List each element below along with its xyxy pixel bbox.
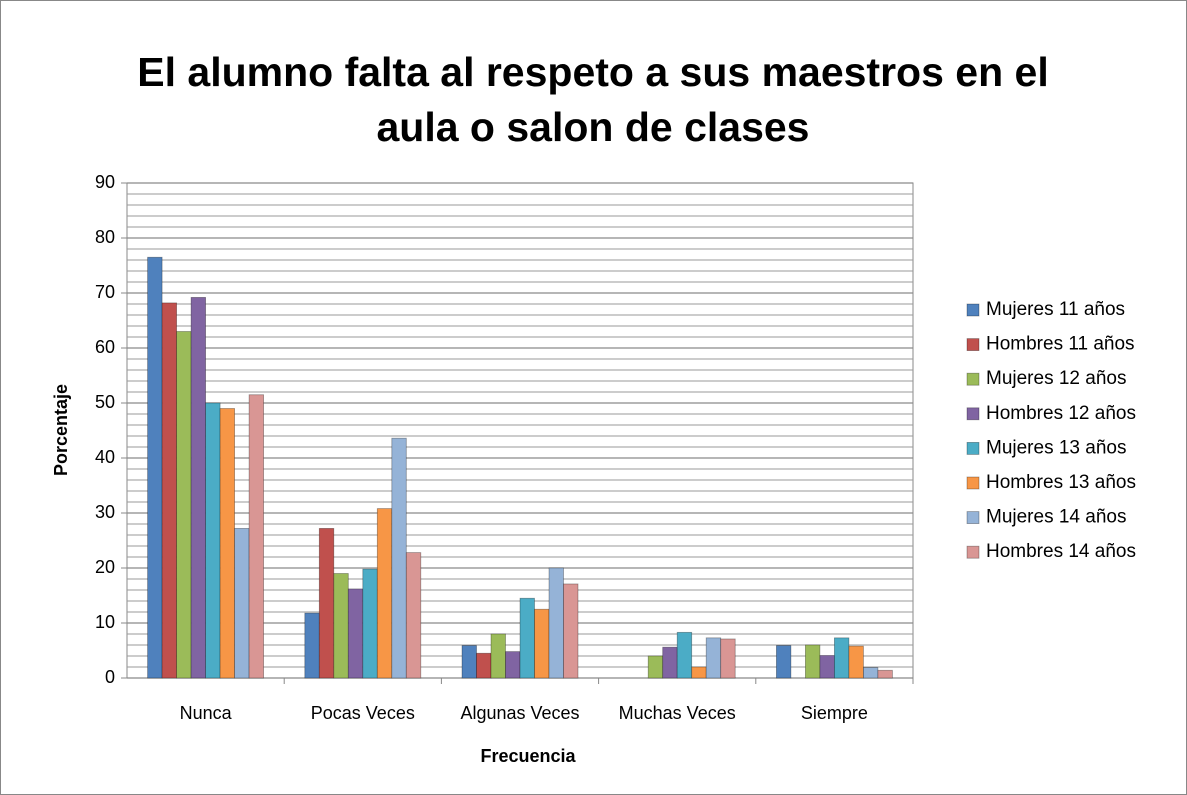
x-tick-label: Siempre	[801, 703, 868, 723]
bar	[662, 646, 678, 679]
bar	[405, 552, 422, 679]
bar	[776, 645, 792, 679]
bar	[490, 633, 506, 679]
legend-label: Mujeres 13 años	[986, 437, 1126, 458]
legend-swatch	[966, 511, 980, 525]
bar	[219, 408, 236, 679]
legend-label: Mujeres 11 años	[986, 299, 1125, 320]
bar	[705, 637, 722, 679]
legend-swatch	[966, 545, 980, 559]
bar	[304, 612, 320, 679]
bar	[190, 296, 207, 679]
bar	[647, 655, 664, 679]
bar	[205, 402, 221, 679]
bar	[333, 573, 349, 679]
y-tick-label: 0	[105, 667, 115, 687]
bar	[248, 394, 265, 679]
bar	[176, 331, 192, 679]
bar	[834, 637, 850, 679]
bar	[147, 256, 163, 679]
legend-label: Mujeres 14 años	[986, 507, 1126, 528]
bar	[347, 588, 364, 679]
legend-label: Mujeres 12 años	[986, 368, 1126, 389]
y-tick-label: 70	[95, 282, 115, 302]
legend-label: Hombres 12 años	[986, 403, 1136, 424]
y-tick-label: 10	[95, 612, 115, 632]
bar	[720, 638, 736, 679]
x-tick-label: Nunca	[180, 703, 233, 723]
y-tick-label: 50	[95, 392, 115, 412]
bar	[234, 528, 250, 679]
chart-title: aula o salon de clases	[377, 104, 810, 150]
y-tick-label: 40	[95, 447, 115, 467]
y-tick-label: 80	[95, 227, 115, 247]
bar	[505, 651, 521, 679]
y-tick-label: 90	[95, 172, 115, 192]
y-tick-label: 60	[95, 337, 115, 357]
legend-label: Hombres 13 años	[986, 472, 1136, 493]
x-tick-label: Pocas Veces	[311, 703, 415, 723]
bar	[461, 645, 477, 679]
legend-swatch	[966, 303, 980, 317]
bar	[534, 608, 550, 679]
legend-swatch	[966, 476, 980, 490]
bar	[161, 302, 178, 679]
bar	[877, 669, 893, 679]
bar	[318, 528, 335, 679]
chart-title: El alumno falta al respeto a sus maestro…	[137, 49, 1048, 95]
bar	[376, 508, 393, 679]
x-tick-label: Muchas Veces	[619, 703, 736, 723]
legend-label: Hombres 11 años	[986, 334, 1135, 355]
legend-swatch	[966, 338, 980, 352]
bar	[476, 652, 492, 679]
bar	[676, 631, 693, 679]
x-tick-label: Algunas Veces	[460, 703, 579, 723]
y-tick-label: 20	[95, 557, 115, 577]
legend-swatch	[966, 407, 980, 421]
bar	[563, 583, 579, 679]
legend-label: Hombres 14 años	[986, 541, 1136, 562]
legend-swatch	[966, 372, 980, 386]
bar	[391, 437, 407, 679]
y-tick-label: 30	[95, 502, 115, 522]
bar	[863, 667, 879, 679]
x-axis-label: Frecuencia	[480, 746, 576, 766]
y-axis-label: Porcentaje	[51, 384, 71, 476]
legend-swatch	[966, 441, 980, 455]
bar	[519, 597, 535, 679]
bar	[691, 666, 707, 679]
bar	[805, 644, 821, 679]
bar	[848, 645, 864, 679]
bar	[548, 567, 564, 679]
bar	[362, 568, 378, 679]
bar	[819, 655, 835, 679]
